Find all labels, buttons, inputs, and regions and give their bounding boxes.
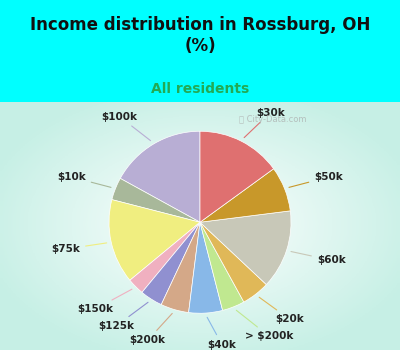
Text: $75k: $75k <box>51 243 107 254</box>
Wedge shape <box>200 222 266 302</box>
Text: > $200k: > $200k <box>236 310 294 342</box>
Text: $200k: $200k <box>130 314 172 345</box>
Text: All residents: All residents <box>151 82 249 96</box>
Wedge shape <box>200 131 274 222</box>
Wedge shape <box>188 222 223 313</box>
Wedge shape <box>109 199 200 280</box>
Text: $20k: $20k <box>259 297 304 324</box>
Text: ⓘ City-Data.com: ⓘ City-Data.com <box>240 116 307 124</box>
Text: $30k: $30k <box>244 108 284 138</box>
Text: $40k: $40k <box>207 317 236 350</box>
Text: $60k: $60k <box>291 252 346 265</box>
Wedge shape <box>161 222 200 313</box>
Text: $150k: $150k <box>77 289 132 314</box>
Wedge shape <box>142 222 200 304</box>
Text: $100k: $100k <box>102 112 150 141</box>
Wedge shape <box>200 222 244 310</box>
Text: $50k: $50k <box>289 172 343 187</box>
Text: $125k: $125k <box>98 302 148 331</box>
Text: $10k: $10k <box>57 172 111 187</box>
Wedge shape <box>130 222 200 292</box>
Wedge shape <box>200 169 290 222</box>
Wedge shape <box>112 178 200 222</box>
Text: Income distribution in Rossburg, OH
(%): Income distribution in Rossburg, OH (%) <box>30 16 370 55</box>
Wedge shape <box>200 211 291 285</box>
Wedge shape <box>120 131 200 222</box>
